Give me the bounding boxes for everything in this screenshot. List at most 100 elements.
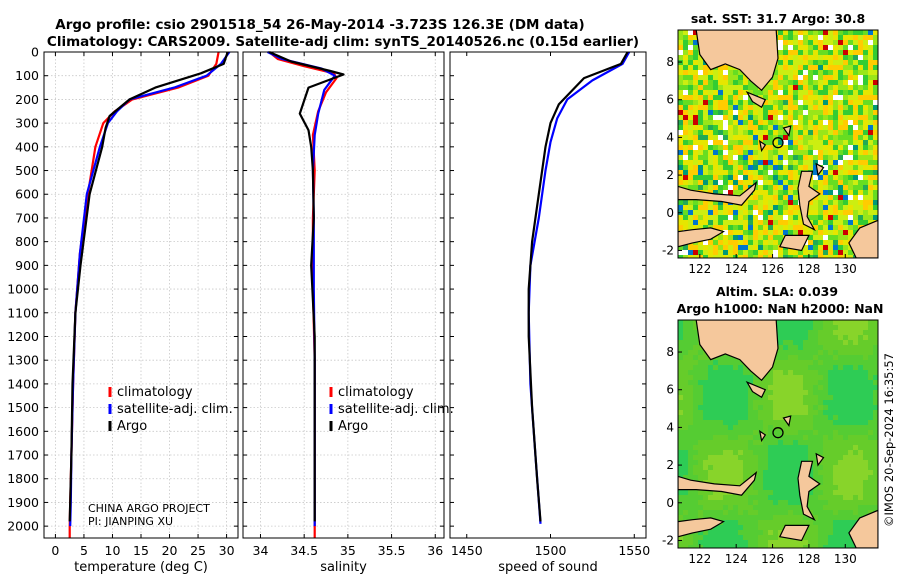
x-tick-label: 1450 bbox=[451, 543, 483, 558]
map-x-tick-label: 130 bbox=[834, 262, 857, 276]
map-field bbox=[678, 320, 878, 548]
y-tick-label: 1400 bbox=[7, 376, 39, 391]
sst-map: 122 124 126 128 130 8 6 4 2 0 -2 bbox=[662, 29, 879, 276]
land-mass bbox=[745, 380, 767, 399]
map-x-tick-label: 128 bbox=[797, 552, 820, 566]
plot-frame bbox=[242, 51, 445, 539]
imos-timestamp: ©IMOS 20-Sep-2024 16:35:57 bbox=[882, 353, 896, 527]
series-line-climatology bbox=[268, 51, 338, 538]
land-mass bbox=[782, 415, 792, 427]
x-axis-label: temperature (deg C) bbox=[74, 560, 208, 575]
y-tick-label: 1500 bbox=[7, 400, 39, 415]
y-tick-label: 1200 bbox=[7, 329, 39, 344]
y-tick-label: 1100 bbox=[7, 305, 39, 320]
map-y-tick-label: 6 bbox=[666, 93, 674, 107]
land-mass bbox=[848, 509, 878, 548]
land-mass bbox=[815, 162, 825, 177]
y-tick-label: 100 bbox=[15, 68, 39, 83]
x-tick-label: 36 bbox=[427, 543, 443, 558]
map-x-tick-label: 126 bbox=[761, 552, 784, 566]
x-tick-label: 1550 bbox=[618, 543, 650, 558]
map-y-tick-label: 8 bbox=[666, 345, 674, 359]
plot-frame bbox=[449, 51, 647, 539]
legend-label: Argo bbox=[338, 419, 368, 434]
map-y-tick-label: -2 bbox=[662, 533, 674, 547]
land-mass bbox=[758, 429, 767, 443]
series-line-climatology bbox=[68, 51, 220, 538]
sst-map-title: sat. SST: 31.7 Argo: 30.8 bbox=[691, 11, 865, 26]
map-y-tick-label: 0 bbox=[666, 206, 674, 220]
float-position-marker bbox=[772, 137, 784, 149]
y-tick-label: 1000 bbox=[7, 282, 39, 297]
sound-speed-profile-panel: 1450 1500 1550 speed of sound bbox=[449, 51, 650, 575]
map-y-tick-label: 2 bbox=[666, 458, 674, 472]
x-tick-label: 1500 bbox=[535, 543, 567, 558]
land-mass bbox=[797, 460, 821, 522]
series-line-argo bbox=[527, 51, 629, 522]
legend-temperature: climatology satellite-adj. clim. Argo bbox=[108, 385, 233, 434]
land-mass bbox=[758, 139, 767, 153]
land-mass bbox=[678, 471, 758, 496]
map-y-tick-label: -2 bbox=[662, 243, 674, 257]
x-axis-label: salinity bbox=[320, 560, 367, 575]
x-tick-label: 15 bbox=[133, 543, 149, 558]
x-tick-label: 10 bbox=[105, 543, 121, 558]
map-y-tick-label: 4 bbox=[666, 130, 674, 144]
x-tick-label: 34 bbox=[253, 543, 269, 558]
legend-label: satellite-adj. clim. bbox=[117, 402, 233, 417]
y-tick-label: 600 bbox=[15, 187, 39, 202]
map-frame bbox=[677, 319, 879, 549]
land-mass bbox=[678, 227, 725, 248]
land-mass bbox=[678, 517, 725, 538]
map-field bbox=[678, 30, 878, 258]
map-y-tick-label: 4 bbox=[666, 420, 674, 434]
figure-title-line2: Climatology: CARS2009. Satellite-adj cli… bbox=[47, 34, 639, 50]
y-tick-label: 1900 bbox=[7, 495, 39, 510]
x-tick-label: 5 bbox=[80, 543, 88, 558]
float-position-marker bbox=[772, 427, 784, 439]
series-line-argo bbox=[68, 51, 229, 522]
x-tick-label: 25 bbox=[190, 543, 206, 558]
map-x-tick-label: 130 bbox=[834, 552, 857, 566]
x-tick-label: 20 bbox=[162, 543, 178, 558]
x-tick-label: 30 bbox=[219, 543, 235, 558]
land-mass bbox=[778, 524, 810, 542]
figure-title-line1: Argo profile: csio 2901518_54 26-May-201… bbox=[55, 17, 584, 33]
project-credit: CHINA ARGO PROJECT bbox=[88, 502, 210, 515]
x-tick-label: 0 bbox=[51, 543, 59, 558]
map-x-tick-label: 126 bbox=[761, 262, 784, 276]
y-tick-label: 400 bbox=[15, 139, 39, 154]
map-x-tick-label: 122 bbox=[688, 552, 711, 566]
land-mass bbox=[848, 219, 878, 258]
land-mass bbox=[782, 125, 792, 137]
land-mass bbox=[815, 452, 825, 467]
map-y-tick-label: 2 bbox=[666, 168, 674, 182]
sla-map-title-line2: Argo h1000: NaN h2000: NaN bbox=[677, 301, 884, 316]
legend-label: satellite-adj. clim. bbox=[338, 402, 454, 417]
salinity-profile-panel: 34 34.5 35 35.5 36 salinity bbox=[242, 50, 445, 575]
y-tick-label: 0 bbox=[31, 45, 39, 60]
x-tick-label: 34.5 bbox=[290, 543, 318, 558]
legend-label: climatology bbox=[117, 385, 193, 400]
y-tick-label: 800 bbox=[15, 234, 39, 249]
y-tick-label: 300 bbox=[15, 116, 39, 131]
x-tick-label: 35.5 bbox=[378, 543, 406, 558]
sla-map-title-line1: Altim. SLA: 0.039 bbox=[716, 284, 838, 299]
series-line-satellite-adj-clim- bbox=[527, 51, 631, 524]
land-mass bbox=[778, 234, 810, 252]
sla-map: 122 124 126 128 130 8 6 4 2 0 -2 bbox=[662, 319, 879, 566]
map-y-tick-label: 8 bbox=[666, 55, 674, 69]
map-y-tick-label: 0 bbox=[666, 496, 674, 510]
map-x-tick-label: 124 bbox=[725, 552, 748, 566]
legend-label: Argo bbox=[117, 419, 147, 434]
map-y-tick-label: 6 bbox=[666, 383, 674, 397]
land-mass bbox=[695, 320, 779, 382]
y-tick-label: 1700 bbox=[7, 448, 39, 463]
legend-salinity: climatology satellite-adj. clim. Argo bbox=[329, 385, 454, 434]
x-axis-label: speed of sound bbox=[498, 560, 598, 575]
y-tick-label: 1600 bbox=[7, 424, 39, 439]
pi-credit: PI: JIANPING XU bbox=[88, 515, 173, 528]
legend-label: climatology bbox=[338, 385, 414, 400]
x-tick-label: 35 bbox=[340, 543, 356, 558]
